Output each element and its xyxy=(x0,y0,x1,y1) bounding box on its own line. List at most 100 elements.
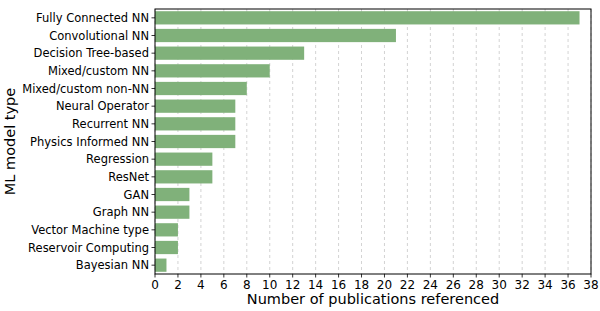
bar xyxy=(155,170,212,183)
tick xyxy=(338,274,339,278)
category-label: Physics Informed NN xyxy=(30,135,149,149)
tick-label: 8 xyxy=(243,278,251,292)
category-label: Mixed/custom NN xyxy=(48,64,149,78)
tick xyxy=(152,70,156,71)
tick xyxy=(292,274,293,278)
tick xyxy=(246,274,247,278)
bar xyxy=(155,100,235,113)
grid-line xyxy=(407,9,408,274)
tick xyxy=(152,35,156,36)
tick xyxy=(315,274,316,278)
category-label: Regression xyxy=(86,152,149,166)
tick xyxy=(568,274,569,278)
tick xyxy=(453,274,454,278)
tick-label: 38 xyxy=(583,278,598,292)
tick xyxy=(407,274,408,278)
category-label: Convolutional NN xyxy=(49,29,149,43)
category-label: Mixed/custom non-NN xyxy=(22,82,149,96)
grid-line xyxy=(499,9,500,274)
y-axis-title: ML model type xyxy=(2,88,18,195)
category-label: Fully Connected NN xyxy=(36,11,149,25)
bar xyxy=(155,11,580,24)
tick xyxy=(152,247,156,248)
tick-label: 14 xyxy=(308,278,323,292)
tick-label: 30 xyxy=(492,278,507,292)
tick-label: 36 xyxy=(560,278,575,292)
tick xyxy=(269,274,270,278)
grid-line xyxy=(568,9,569,274)
grid-line xyxy=(338,9,339,274)
frame xyxy=(155,9,591,274)
x-axis-title: Number of publications referenced xyxy=(247,291,499,307)
category-label: Neural Operator xyxy=(56,99,149,113)
category-label: Reservoir Computing xyxy=(28,241,149,255)
tick-label: 6 xyxy=(220,278,228,292)
bar xyxy=(155,64,270,77)
tick xyxy=(152,88,156,89)
bar xyxy=(155,153,212,166)
bar xyxy=(155,117,235,130)
tick-label: 22 xyxy=(400,278,415,292)
bar xyxy=(155,188,189,201)
tick xyxy=(545,274,546,278)
grid-line xyxy=(545,9,546,274)
chart: 02468101214161820222426283032343638Fully… xyxy=(0,0,600,311)
bar xyxy=(155,223,178,236)
grid-line xyxy=(453,9,454,274)
tick xyxy=(223,274,224,278)
grid-line xyxy=(522,9,523,274)
grid-line xyxy=(476,9,477,274)
tick xyxy=(152,53,156,54)
tick-label: 32 xyxy=(515,278,530,292)
tick xyxy=(476,274,477,278)
tick xyxy=(152,176,156,177)
tick xyxy=(177,274,178,278)
tick-label: 10 xyxy=(262,278,277,292)
tick xyxy=(152,194,156,195)
tick xyxy=(155,274,156,278)
tick xyxy=(200,274,201,278)
tick xyxy=(152,265,156,266)
tick-label: 0 xyxy=(151,278,159,292)
grid-line xyxy=(361,9,362,274)
tick xyxy=(152,141,156,142)
tick-label: 34 xyxy=(537,278,552,292)
bar xyxy=(155,241,178,254)
bar xyxy=(155,206,189,219)
tick xyxy=(152,159,156,160)
category-label: Recurrent NN xyxy=(72,117,149,131)
bars xyxy=(155,11,580,272)
tick-label: 28 xyxy=(469,278,484,292)
tick-label: 20 xyxy=(377,278,392,292)
category-label: Vector Machine type xyxy=(31,223,149,237)
tick xyxy=(522,274,523,278)
tick xyxy=(152,17,156,18)
bar xyxy=(155,259,166,272)
tick-label: 24 xyxy=(423,278,438,292)
category-label: ResNet xyxy=(108,170,149,184)
tick xyxy=(430,274,431,278)
tick xyxy=(591,274,592,278)
tick xyxy=(152,229,156,230)
tick-label: 4 xyxy=(197,278,205,292)
tick xyxy=(499,274,500,278)
category-label: Bayesian NN xyxy=(76,258,149,272)
grid-line xyxy=(384,9,385,274)
bar xyxy=(155,82,247,95)
tick-label: 16 xyxy=(331,278,346,292)
tick xyxy=(384,274,385,278)
bar xyxy=(155,29,396,42)
tick-label: 18 xyxy=(354,278,369,292)
grid-line xyxy=(315,9,316,274)
tick xyxy=(361,274,362,278)
category-label: Graph NN xyxy=(93,205,149,219)
bar xyxy=(155,135,235,148)
tick xyxy=(152,212,156,213)
tick-label: 12 xyxy=(285,278,300,292)
grid-line xyxy=(430,9,431,274)
tick-label: 2 xyxy=(174,278,182,292)
bar xyxy=(155,47,304,60)
category-label: Decision Tree-based xyxy=(34,46,149,60)
tick xyxy=(152,106,156,107)
tick-label: 26 xyxy=(446,278,461,292)
